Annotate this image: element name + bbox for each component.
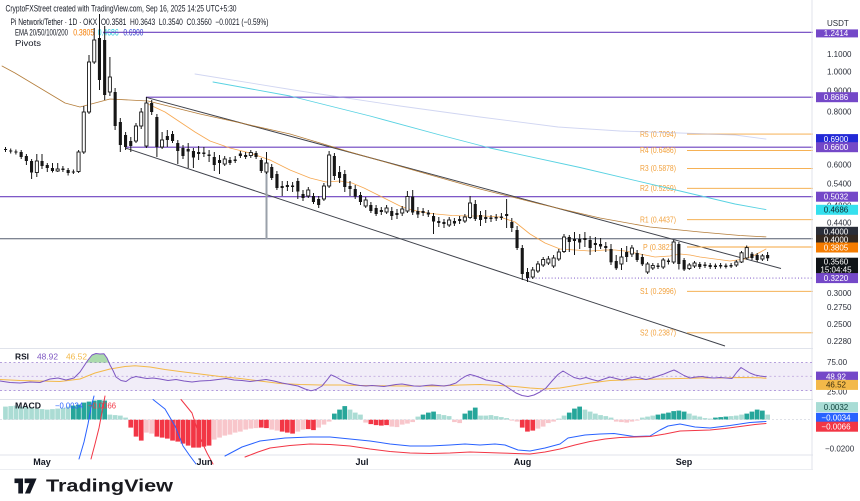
svg-text:48.92: 48.92: [826, 372, 847, 381]
svg-text:R1 (0.4437): R1 (0.4437): [640, 215, 676, 224]
svg-text:0.4000: 0.4000: [824, 236, 849, 245]
svg-text:0.0032: 0.0032: [824, 403, 849, 412]
svg-text:0.2280: 0.2280: [827, 337, 852, 346]
svg-text:RSI: RSI: [15, 352, 29, 362]
svg-text:Jun: Jun: [196, 457, 212, 467]
svg-text:Pivots: Pivots: [15, 38, 41, 48]
svg-text:Pi Network/Tether · 1D · OKX: Pi Network/Tether · 1D · OKX O0.3581 H0.…: [11, 17, 269, 27]
svg-text:0.6000: 0.6000: [827, 160, 852, 169]
svg-text:0.5400: 0.5400: [827, 180, 852, 189]
svg-text:0.8686: 0.8686: [824, 93, 849, 102]
svg-text:25.00: 25.00: [827, 388, 848, 397]
svg-text:S2 (0.2387): S2 (0.2387): [640, 329, 676, 338]
svg-text:15:04:45: 15:04:45: [820, 266, 852, 275]
svg-text:0.4400: 0.4400: [827, 218, 852, 227]
svg-text:MACD: MACD: [15, 401, 41, 411]
svg-text:0.4686: 0.4686: [824, 206, 849, 215]
svg-text:0.3220: 0.3220: [824, 274, 849, 283]
svg-text:S1 (0.2996): S1 (0.2996): [640, 287, 676, 296]
svg-text:−0.0066: −0.0066: [821, 423, 851, 432]
svg-text:1.1000: 1.1000: [827, 50, 852, 59]
svg-text:0.4000: 0.4000: [824, 228, 849, 237]
svg-text:0.8000: 0.8000: [827, 108, 852, 117]
svg-text:R4 (0.6486): R4 (0.6486): [640, 146, 676, 155]
svg-text:0.6900: 0.6900: [824, 135, 849, 144]
svg-text:75.00: 75.00: [827, 358, 848, 367]
svg-text:Sep: Sep: [676, 457, 693, 467]
svg-text:1.0000: 1.0000: [827, 67, 852, 76]
svg-text:USDT: USDT: [827, 19, 849, 28]
svg-text:0.2500: 0.2500: [827, 320, 852, 329]
svg-text:R5 (0.7094): R5 (0.7094): [640, 130, 676, 139]
svg-text:Aug: Aug: [514, 457, 532, 467]
svg-text:0.2750: 0.2750: [827, 303, 852, 312]
svg-text:CryptoFXStreet created with Tr: CryptoFXStreet created with TradingView.…: [6, 4, 237, 14]
svg-text:Jul: Jul: [355, 457, 368, 467]
svg-text:0.3805: 0.3805: [824, 243, 849, 252]
svg-text:0.9000: 0.9000: [827, 87, 852, 96]
svg-text:48.92: 48.92: [37, 353, 59, 362]
svg-text:0.6600: 0.6600: [824, 143, 849, 152]
svg-text:−0.0200: −0.0200: [825, 445, 855, 454]
svg-text:0.3805: 0.3805: [73, 28, 94, 38]
svg-text:46.52: 46.52: [826, 381, 847, 390]
svg-text:46.52: 46.52: [66, 353, 88, 362]
svg-text:1.2414: 1.2414: [824, 29, 849, 38]
svg-text:R2 (0.5269): R2 (0.5269): [640, 184, 676, 193]
svg-text:−0.0066: −0.0066: [88, 402, 117, 411]
svg-text:TradingView: TradingView: [46, 476, 173, 496]
svg-text:−0.0034: −0.0034: [821, 414, 851, 423]
svg-text:0.5032: 0.5032: [824, 193, 849, 202]
svg-text:−0.0034: −0.0034: [55, 402, 84, 411]
svg-text:P (0.3821): P (0.3821): [643, 243, 676, 252]
svg-text:R3 (0.5878): R3 (0.5878): [640, 164, 676, 173]
svg-text:May: May: [33, 457, 51, 467]
svg-text:EMA 20/50/100/200: EMA 20/50/100/200: [15, 28, 68, 38]
svg-text:0.3560: 0.3560: [824, 258, 849, 267]
svg-text:0.3000: 0.3000: [827, 289, 852, 298]
